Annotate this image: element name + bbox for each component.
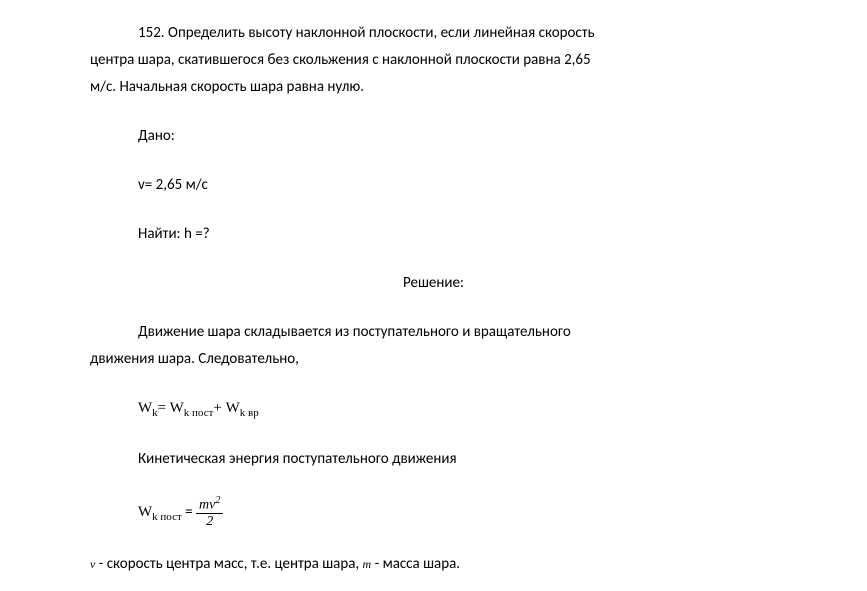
given-label: Дано:: [90, 123, 777, 150]
solution-text-1b: движения шара. Следовательно,: [90, 346, 777, 373]
problem-line-2: центра шара, скатившегося без скольжения…: [90, 47, 777, 74]
variable-m: m: [363, 557, 372, 571]
formula-1: Wk= Wk пост+ Wk вр: [90, 395, 777, 424]
solution-text-1: Движение шара складывается из поступател…: [90, 319, 777, 346]
problem-line-3: м/с. Начальная скорость шара равна нулю.: [90, 74, 777, 101]
problem-statement: 152. Определить высоту наклонной плоскос…: [90, 20, 777, 47]
solution-text-3: v - скорость центра масс, т.е. центра ша…: [90, 551, 777, 578]
formula-2: Wk пост = mv22: [90, 495, 777, 529]
solution-text-2: Кинетическая энергия поступательного дви…: [90, 446, 777, 473]
problem-number: 152.: [138, 24, 165, 42]
fraction: mv22: [196, 495, 223, 529]
solution-heading: Решение:: [90, 270, 777, 297]
find-label: Найти: h =?: [90, 221, 777, 248]
problem-text-1: Определить высоту наклонной плоскости, е…: [168, 24, 595, 42]
given-value: v= 2,65 м/с: [90, 172, 777, 199]
